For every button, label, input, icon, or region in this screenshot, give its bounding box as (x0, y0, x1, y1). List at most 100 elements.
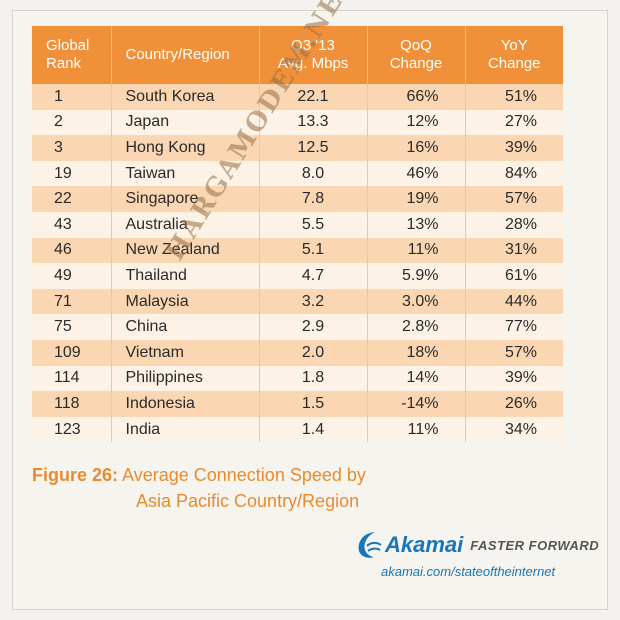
table-row: 3 Hong Kong 12.5 16% 39% (32, 135, 563, 161)
brand-tagline: FASTER FORWARD (470, 537, 600, 553)
cell-yoy: 39% (465, 135, 563, 161)
cell-speed: 1.8 (259, 365, 368, 392)
cell-yoy: 77% (465, 314, 563, 340)
cell-yoy: 39% (465, 365, 563, 392)
cell-speed: 1.4 (259, 416, 368, 443)
cell-speed: 1.5 (259, 391, 368, 417)
cell-yoy: 44% (465, 288, 563, 315)
cell-rank: 43 (32, 211, 112, 238)
cell-country: Philippines (111, 365, 260, 392)
cell-country: Japan (111, 109, 260, 136)
akamai-wave-icon (358, 532, 382, 558)
header-yoy-change: YoY Change (465, 26, 563, 84)
cell-yoy: 57% (465, 186, 563, 212)
cell-yoy: 51% (465, 84, 563, 110)
table-row: 46 New Zealand 5.1 11% 31% (32, 237, 563, 264)
cell-country: Thailand (111, 263, 260, 289)
cell-rank: 19 (32, 160, 112, 187)
cell-rank: 22 (32, 186, 112, 212)
cell-qoq: 12% (367, 109, 466, 136)
table-row: 19 Taiwan 8.0 46% 84% (32, 160, 563, 187)
cell-speed: 12.5 (259, 135, 368, 161)
cell-qoq: 11% (367, 237, 466, 264)
table-header-row: Global Rank Country/Region Q3 '13 Avg. Mbp… (32, 26, 563, 84)
cell-rank: 118 (32, 391, 112, 417)
table-row: 2 Japan 13.3 12% 27% (32, 109, 563, 136)
brand-url[interactable]: akamai.com/stateoftheinternet (381, 564, 556, 579)
cell-country: China (111, 314, 260, 340)
table-body: 1 South Korea 22.1 66% 51% 2 Japan 13.3 12% 27% 3 H… (32, 84, 563, 443)
cell-qoq: 14% (367, 365, 466, 392)
cell-yoy: 34% (465, 416, 563, 443)
figure-label: Figure 26: (32, 465, 119, 485)
cell-country: New Zealand (111, 237, 260, 264)
cell-rank: 71 (32, 288, 112, 315)
cell-rank: 75 (32, 314, 112, 340)
cell-country: Hong Kong (111, 135, 260, 161)
table-row: 1 South Korea 22.1 66% 51% (32, 84, 563, 110)
table-row: 109 Vietnam 2.0 18% 57% (32, 339, 563, 366)
cell-yoy: 57% (465, 339, 563, 366)
table-row: 43 Australia 5.5 13% 28% (32, 211, 563, 238)
cell-qoq: 5.9% (367, 263, 466, 289)
table-row: 123 India 1.4 11% 34% (32, 416, 563, 443)
cell-speed: 2.9 (259, 314, 368, 340)
akamai-branding: Akamai FASTER FORWARD akamai.com/stateof… (355, 530, 599, 579)
table-row: 75 China 2.9 2.8% 77% (32, 314, 563, 340)
cell-rank: 114 (32, 365, 112, 392)
cell-yoy: 84% (465, 160, 563, 187)
cell-qoq: 46% (367, 160, 466, 187)
cell-qoq: 2.8% (367, 314, 466, 340)
cell-speed: 5.1 (259, 237, 368, 264)
brand-name: Akamai (385, 532, 464, 557)
cell-qoq: 3.0% (367, 288, 466, 315)
connection-speed-table: Global Rank Country/Region Q3 '13 Avg. Mbp… (32, 26, 563, 443)
cell-country: Vietnam (111, 339, 260, 366)
cell-speed: 2.0 (259, 339, 368, 366)
cell-country: South Korea (111, 84, 260, 110)
header-global-rank: Global Rank (32, 26, 112, 84)
cell-yoy: 31% (465, 237, 563, 264)
table-row: 22 Singapore 7.8 19% 57% (32, 186, 563, 212)
cell-country: Indonesia (111, 391, 260, 417)
caption-line-2: Asia Pacific Country/Region (136, 491, 360, 511)
cell-country: India (111, 416, 260, 443)
header-qoq-change: QoQ Change (367, 26, 466, 84)
cell-country: Taiwan (111, 160, 260, 187)
cell-country: Singapore (111, 186, 260, 212)
table-row: 118 Indonesia 1.5 -14% 26% (32, 391, 563, 417)
cell-yoy: 28% (465, 211, 563, 238)
cell-rank: 2 (32, 109, 112, 136)
cell-country: Australia (111, 211, 260, 238)
header-country-region: Country/Region (111, 26, 260, 84)
header-avg-mbps: Q3 '13 Avg. Mbps (259, 26, 368, 84)
cell-qoq: 66% (367, 84, 466, 110)
cell-speed: 4.7 (259, 263, 368, 289)
cell-qoq: 11% (367, 416, 466, 443)
cell-yoy: 26% (465, 391, 563, 417)
cell-speed: 22.1 (259, 84, 368, 110)
cell-rank: 109 (32, 339, 112, 366)
table-row: 114 Philippines 1.8 14% 39% (32, 365, 563, 392)
cell-rank: 1 (32, 84, 112, 110)
cell-speed: 5.5 (259, 211, 368, 238)
cell-qoq: 16% (367, 135, 466, 161)
cell-speed: 7.8 (259, 186, 368, 212)
cell-qoq: 19% (367, 186, 466, 212)
cell-rank: 49 (32, 263, 112, 289)
cell-yoy: 27% (465, 109, 563, 136)
cell-country: Malaysia (111, 288, 260, 315)
figure-caption: Figure 26: Average Connection Speed by A… (32, 462, 366, 514)
cell-rank: 3 (32, 135, 112, 161)
cell-speed: 13.3 (259, 109, 368, 136)
cell-speed: 8.0 (259, 160, 368, 187)
caption-line-1: Average Connection Speed by (122, 465, 366, 485)
cell-rank: 46 (32, 237, 112, 264)
cell-yoy: 61% (465, 263, 563, 289)
cell-qoq: -14% (367, 391, 466, 417)
cell-rank: 123 (32, 416, 112, 443)
cell-qoq: 13% (367, 211, 466, 238)
table-row: 49 Thailand 4.7 5.9% 61% (32, 263, 563, 289)
table-row: 71 Malaysia 3.2 3.0% 44% (32, 288, 563, 315)
cell-speed: 3.2 (259, 288, 368, 315)
